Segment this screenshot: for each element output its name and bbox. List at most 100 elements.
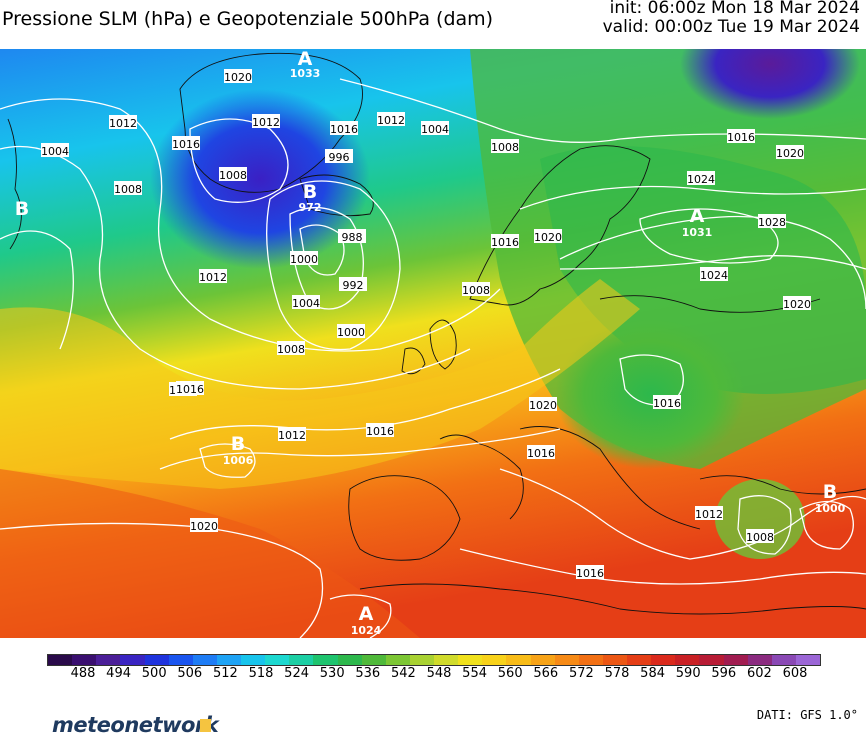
colorbar-swatch	[48, 655, 73, 665]
colorbar-swatch	[192, 655, 217, 665]
colorbar-tick-label: 524	[284, 666, 310, 681]
isobar-label: 1020	[529, 397, 557, 412]
svg-text:1012: 1012	[695, 508, 723, 521]
isobar-label: 988	[338, 229, 366, 244]
coastlines	[7, 52, 866, 615]
svg-text:1008: 1008	[746, 531, 774, 544]
colorbar-tick-label: 602	[746, 666, 772, 681]
colorbar-tick-label: 494	[106, 666, 132, 681]
svg-text:1000: 1000	[290, 253, 318, 266]
svg-text:1012: 1012	[377, 114, 405, 127]
colorbar-tick-label: 596	[711, 666, 737, 681]
svg-text:1031: 1031	[682, 226, 713, 239]
svg-text:B: B	[231, 433, 245, 455]
colorbar-ticks: 488 494 500 506 512 518 524 530 536 542 548 554 560 5…	[47, 666, 819, 686]
svg-text:1016: 1016	[491, 236, 519, 249]
svg-text:1008: 1008	[277, 343, 305, 356]
isobar-label: 1012	[377, 112, 405, 127]
isobar-label: 1016	[653, 395, 681, 410]
isobar-label: 1004	[292, 295, 320, 310]
svg-text:1012: 1012	[278, 429, 306, 442]
logo-mark-icon	[200, 719, 211, 732]
svg-text:1024: 1024	[687, 173, 715, 186]
colorbar-swatch	[144, 655, 169, 665]
weather-map: 1020 1012 1016 1004 1008 1012 1016 1012 …	[0, 49, 866, 638]
colorbar-tick-label: 512	[212, 666, 238, 681]
svg-text:996: 996	[329, 151, 350, 164]
colorbar-swatch	[361, 655, 386, 665]
high-pressure-center: A 1024	[351, 603, 382, 637]
svg-text:988: 988	[342, 231, 363, 244]
svg-text:B: B	[303, 181, 317, 203]
isobar-label: 1020	[190, 518, 218, 533]
colorbar-tick-label: 530	[319, 666, 345, 681]
isobar-label: 996	[325, 149, 353, 164]
colorbar-swatch	[530, 655, 555, 665]
high-pressure-center: A 1031	[682, 205, 713, 239]
isobar-labels: 1020 1012 1016 1004 1008 1012 1016 1012 …	[41, 69, 811, 580]
colorbar-swatch	[458, 655, 483, 665]
colorbar-swatch	[723, 655, 748, 665]
colorbar-tick-label: 578	[604, 666, 630, 681]
colorbar-tick-label: 506	[177, 666, 203, 681]
colorbar-swatch	[434, 655, 459, 665]
isobar-label: 1008	[277, 341, 305, 356]
svg-text:A: A	[359, 603, 374, 625]
colorbar-swatch	[72, 655, 97, 665]
colorbar-tick-label: 488	[70, 666, 96, 681]
svg-text:1024: 1024	[351, 624, 382, 637]
svg-text:1016: 1016	[366, 425, 394, 438]
svg-text:1004: 1004	[292, 297, 320, 310]
colorbar-swatch	[385, 655, 410, 665]
svg-text:1020: 1020	[529, 399, 557, 412]
isobar-label: 1016	[527, 445, 555, 460]
colorbar-swatch	[651, 655, 676, 665]
isobar-label: 1016	[491, 234, 519, 249]
colorbar-swatch	[675, 655, 700, 665]
svg-text:992: 992	[343, 279, 364, 292]
colorbar-swatch	[771, 655, 796, 665]
svg-text:1016: 1016	[172, 138, 200, 151]
svg-text:1016: 1016	[653, 397, 681, 410]
colorbar-swatch	[409, 655, 434, 665]
isobar-label: 1012	[278, 427, 306, 442]
isobar-label: 1020	[783, 296, 811, 311]
low-pressure-center: B 1006	[223, 433, 254, 467]
svg-text:1008: 1008	[491, 141, 519, 154]
colorbar-swatch	[96, 655, 121, 665]
colorbar-tick-label: 542	[390, 666, 416, 681]
colorbar-swatch	[482, 655, 507, 665]
colorbar-tick-label: 590	[675, 666, 701, 681]
colorbar-swatch	[699, 655, 724, 665]
svg-text:1012: 1012	[252, 116, 280, 129]
brand-logo: meteonetwork	[52, 713, 219, 737]
svg-text:1008: 1008	[219, 169, 247, 182]
isobar-label: 1024	[700, 267, 728, 282]
colorbar-tick-label: 572	[568, 666, 594, 681]
colorbar-swatch	[241, 655, 266, 665]
isobar-label: 1020	[224, 69, 252, 84]
svg-text:1020: 1020	[776, 147, 804, 160]
svg-text:1016: 1016	[176, 383, 204, 396]
isobar-label: 1004	[41, 143, 69, 158]
svg-text:972: 972	[299, 201, 322, 214]
svg-text:1033: 1033	[290, 67, 321, 80]
svg-text:1016: 1016	[527, 447, 555, 460]
colorbar-swatch	[554, 655, 579, 665]
svg-text:1020: 1020	[190, 520, 218, 533]
svg-text:1000: 1000	[815, 502, 846, 515]
init-time: init: 06:00z Mon 18 Mar 2024	[609, 0, 860, 18]
isobar-label: 1020	[776, 145, 804, 160]
colorbar-swatch	[747, 655, 772, 665]
colorbar-tick-label: 566	[533, 666, 559, 681]
isobar-label: 1016	[366, 423, 394, 438]
map-title: Pressione SLM (hPa) e Geopotenziale 500h…	[2, 8, 494, 30]
isobar-label: 1008	[746, 529, 774, 544]
colorbar-swatch	[313, 655, 338, 665]
colorbar-swatch	[216, 655, 241, 665]
svg-text:A: A	[298, 49, 313, 70]
isobar-label: 1016	[727, 129, 755, 144]
isobar-label: 1012	[252, 114, 280, 129]
isobar-label: 1008	[491, 139, 519, 154]
isobar-label: 1012	[695, 506, 723, 521]
